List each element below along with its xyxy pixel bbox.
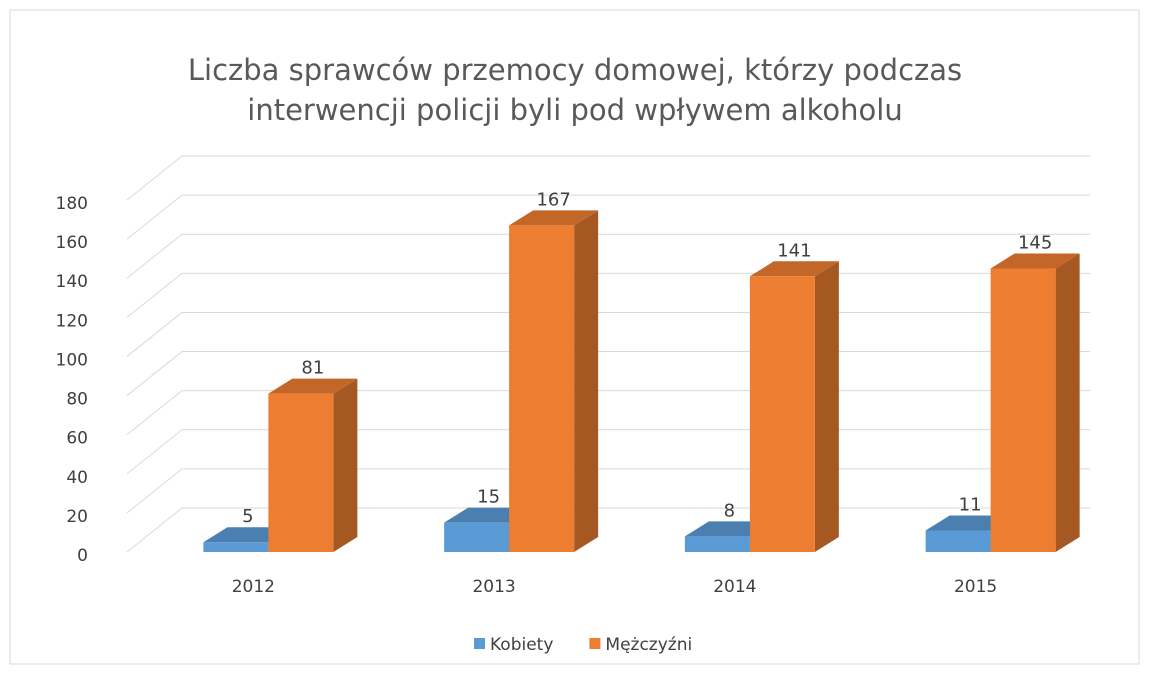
- y-tick-label: 160: [56, 233, 88, 253]
- data-label: 5: [242, 506, 253, 527]
- x-tick-label: 2012: [232, 577, 275, 597]
- y-tick-label: 120: [56, 311, 88, 331]
- grid-line: [126, 233, 183, 279]
- bar-top: [509, 210, 599, 226]
- grid-line: [126, 194, 183, 240]
- x-tick-label: 2014: [713, 577, 756, 597]
- grid-line: [126, 507, 183, 553]
- data-label: 11: [959, 494, 982, 515]
- y-tick-label: 20: [66, 507, 88, 527]
- bar: [749, 276, 815, 552]
- data-label: 167: [536, 189, 570, 210]
- bar-top: [749, 261, 839, 277]
- y-tick-label: 140: [56, 272, 88, 292]
- bar: [268, 393, 334, 552]
- bar-top: [990, 253, 1080, 269]
- legend-swatch: [589, 638, 601, 649]
- y-tick-label: 40: [66, 468, 88, 488]
- grid-line: [126, 272, 183, 318]
- data-label: 145: [1018, 232, 1052, 253]
- grid-line: [126, 351, 183, 396]
- y-tick-label: 100: [56, 350, 88, 370]
- grid-line: [126, 155, 183, 201]
- data-label: 81: [301, 358, 324, 379]
- grid-line: [126, 390, 183, 436]
- legend-label: Kobiety: [490, 635, 553, 655]
- bar-top: [268, 378, 358, 394]
- chart-subtitle: interwencji policji byli pod wpływem alk…: [247, 93, 902, 127]
- y-tick-label: 0: [77, 546, 88, 566]
- bar: [444, 522, 510, 552]
- data-label: 8: [724, 500, 735, 521]
- bar-side: [814, 261, 839, 552]
- legend-label: Mężczyźni: [605, 635, 692, 655]
- grid-line: [126, 312, 183, 357]
- bar-side: [1055, 253, 1080, 552]
- bar: [684, 536, 750, 552]
- bar-side: [574, 210, 599, 552]
- bar: [990, 268, 1056, 552]
- x-tick-label: 2015: [954, 577, 997, 597]
- chart-title: Liczba sprawców przemocy domowej, którzy…: [188, 53, 962, 87]
- data-label: 141: [777, 240, 811, 261]
- bar-side: [333, 378, 358, 552]
- grid-line: [126, 468, 183, 514]
- bar: [925, 530, 991, 552]
- y-tick-label: 180: [56, 194, 88, 214]
- y-tick-label: 60: [66, 429, 88, 449]
- bar: [509, 225, 575, 552]
- data-label: 15: [477, 487, 500, 508]
- legend-swatch: [474, 638, 485, 649]
- x-tick-label: 2013: [472, 577, 515, 597]
- grid-line: [126, 429, 183, 475]
- y-tick-label: 80: [66, 390, 88, 410]
- bar: [203, 542, 269, 552]
